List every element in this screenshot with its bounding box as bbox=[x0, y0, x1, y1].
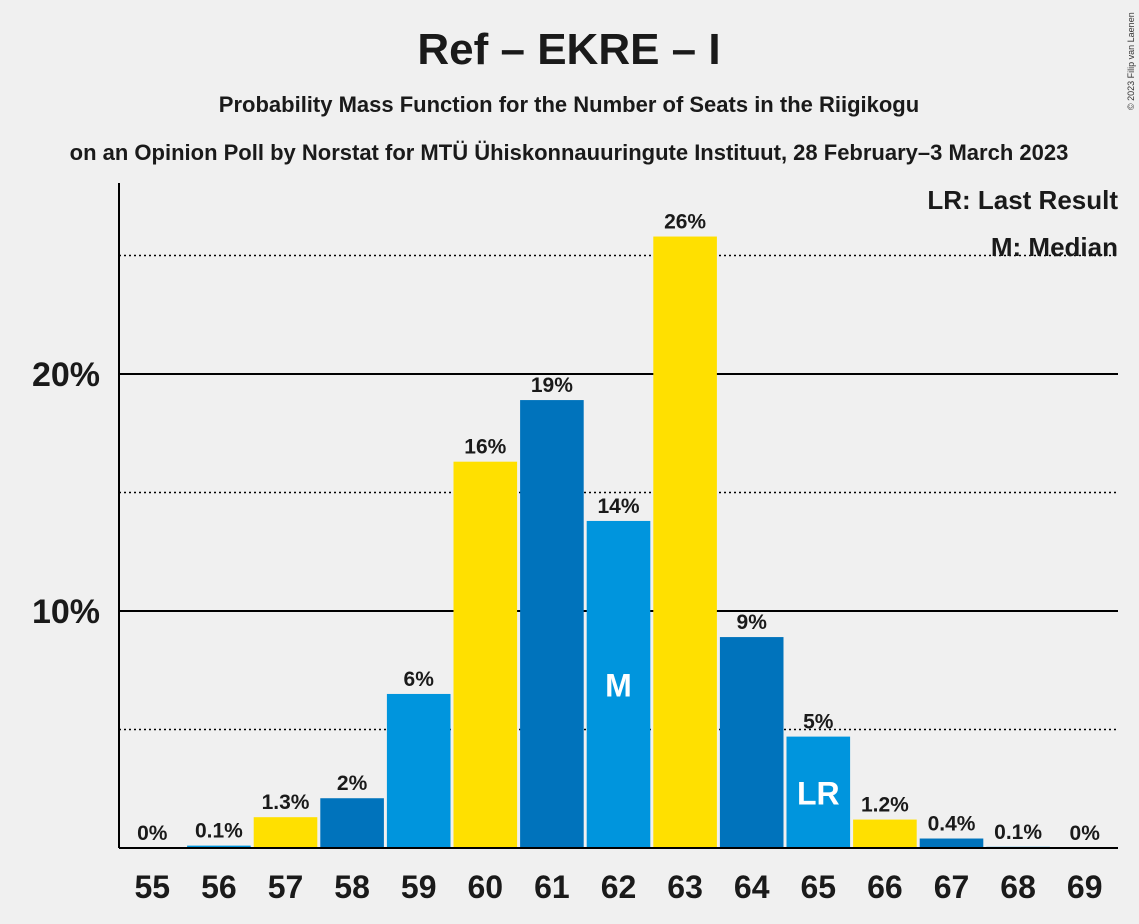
bar-57 bbox=[253, 817, 318, 848]
data-label-58: 2% bbox=[337, 772, 368, 795]
bar-64 bbox=[719, 637, 784, 848]
legend-median: M: Median bbox=[991, 232, 1118, 262]
x-tick-label-68: 68 bbox=[1000, 869, 1036, 905]
bar-marker-m: M bbox=[605, 667, 632, 703]
data-label-63: 26% bbox=[664, 211, 706, 234]
bar-56 bbox=[187, 845, 251, 848]
x-tick-label-62: 62 bbox=[601, 869, 637, 905]
data-label-59: 6% bbox=[404, 668, 435, 691]
copyright-note: © 2023 Filip van Laenen bbox=[1126, 12, 1136, 110]
data-label-62: 14% bbox=[597, 495, 639, 518]
bar-59 bbox=[386, 693, 451, 848]
x-tick-label-67: 67 bbox=[934, 869, 970, 905]
x-tick-label-63: 63 bbox=[667, 869, 703, 905]
x-tick-label-59: 59 bbox=[401, 869, 437, 905]
legend-last-result: LR: Last Result bbox=[927, 185, 1118, 215]
data-label-60: 16% bbox=[464, 436, 506, 459]
data-label-66: 1.2% bbox=[861, 794, 909, 817]
data-label-57: 1.3% bbox=[262, 791, 310, 814]
bars bbox=[187, 236, 1050, 849]
bar-60 bbox=[453, 461, 518, 848]
x-tick-label-64: 64 bbox=[734, 869, 770, 905]
data-label-61: 19% bbox=[531, 374, 573, 397]
bar-65 bbox=[786, 736, 851, 848]
data-label-64: 9% bbox=[737, 611, 768, 634]
bar-66 bbox=[853, 819, 917, 848]
y-tick-label-10: 10% bbox=[32, 593, 100, 631]
x-tick-label-60: 60 bbox=[468, 869, 504, 905]
data-labels: 0% 0.1% 1.3% 2% 6% 16% 19% 14% M 26% 9% 5% LR 1.2% 0.4… bbox=[137, 211, 1100, 845]
x-tick-label-57: 57 bbox=[268, 869, 304, 905]
chart-subtitle: Probability Mass Function for the Number… bbox=[219, 92, 919, 117]
bar-63 bbox=[653, 236, 717, 849]
x-tick-label-58: 58 bbox=[334, 869, 370, 905]
bar-62 bbox=[586, 520, 651, 848]
bar-61 bbox=[520, 400, 584, 848]
data-label-68: 0.1% bbox=[994, 821, 1042, 844]
x-tick-label-55: 55 bbox=[135, 869, 171, 905]
data-label-56: 0.1% bbox=[195, 820, 243, 843]
data-label-69: 0% bbox=[1070, 822, 1101, 845]
chart-subtitle-source: on an Opinion Poll by Norstat for MTÜ Üh… bbox=[70, 140, 1069, 165]
bar-marker-lr: LR bbox=[797, 775, 840, 811]
y-tick-label-20: 20% bbox=[32, 356, 100, 394]
x-tick-label-66: 66 bbox=[867, 869, 903, 905]
x-tick-label-65: 65 bbox=[801, 869, 837, 905]
data-label-55: 0% bbox=[137, 822, 168, 845]
x-tick-label-69: 69 bbox=[1067, 869, 1103, 905]
bar-67 bbox=[919, 838, 984, 848]
data-label-65: 5% bbox=[803, 711, 834, 734]
data-label-67: 0.4% bbox=[928, 813, 976, 836]
x-tick-labels: 55 56 57 58 59 60 61 62 63 64 65 66 67 68 69 bbox=[135, 869, 1103, 905]
x-tick-label-61: 61 bbox=[534, 869, 570, 905]
bar-58 bbox=[320, 798, 384, 848]
y-tick-labels: 10% 20% bbox=[32, 356, 100, 631]
chart-title: Ref – EKRE – I bbox=[417, 25, 720, 74]
x-tick-label-56: 56 bbox=[201, 869, 237, 905]
